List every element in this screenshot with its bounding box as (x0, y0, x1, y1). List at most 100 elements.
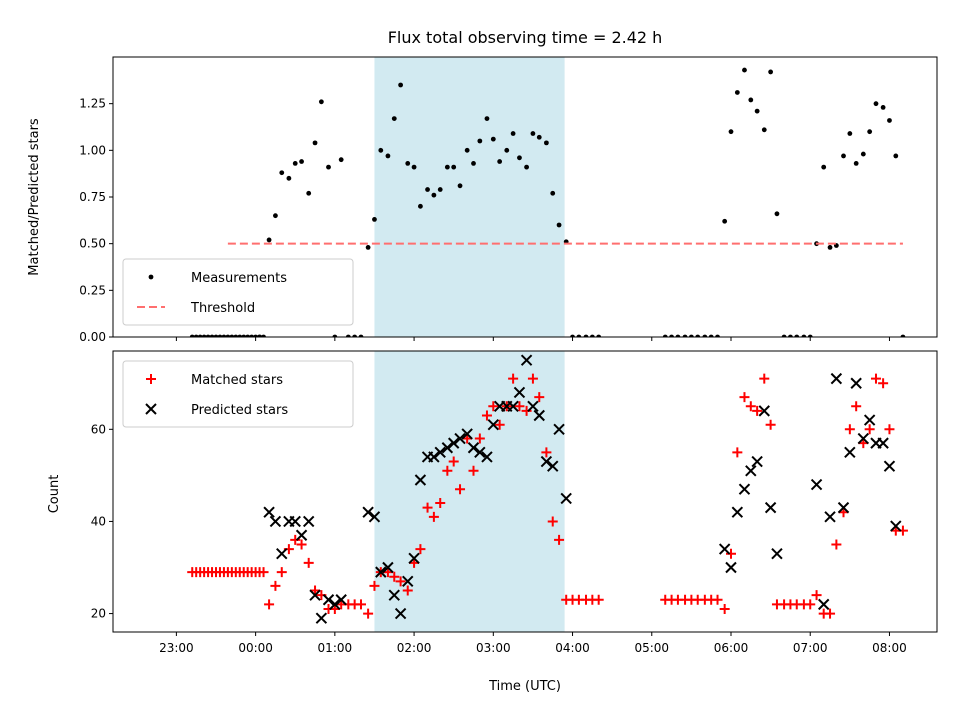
data-point (385, 153, 391, 159)
shaded-interval (374, 351, 565, 632)
data-point (708, 334, 714, 337)
shaded-interval (374, 57, 565, 337)
data-point (725, 561, 737, 574)
data-point (218, 567, 229, 578)
data-point (394, 607, 407, 620)
data-point (817, 598, 830, 611)
data-point (851, 401, 862, 412)
data-point (554, 534, 565, 545)
data-point (593, 594, 604, 605)
data-point (524, 164, 529, 170)
x-tick-label: 08:00 (872, 641, 907, 655)
data-point (237, 334, 243, 337)
data-point (487, 418, 500, 431)
data-point (731, 506, 744, 518)
data-point (576, 334, 582, 337)
data-point (422, 502, 433, 513)
data-point (878, 378, 889, 389)
data-point (827, 245, 833, 250)
data-point (508, 373, 519, 384)
data-point (860, 151, 866, 157)
data-point (264, 599, 275, 610)
data-point (527, 400, 539, 412)
data-point (547, 460, 559, 472)
data-point (805, 599, 816, 610)
data-point (322, 594, 335, 606)
legend-label: Measurements (191, 271, 287, 286)
data-point (726, 548, 736, 559)
y-tick-label: 0.50 (79, 237, 106, 251)
y-tick-label: 60 (91, 422, 106, 436)
x-tick-label: 05:00 (634, 641, 669, 655)
data-point (481, 451, 493, 463)
legend-marker (148, 274, 154, 280)
data-point (801, 334, 807, 337)
data-point (517, 155, 522, 161)
data-point (273, 213, 278, 219)
data-point (553, 423, 565, 436)
data-point (329, 598, 341, 611)
data-point (560, 492, 572, 505)
data-point (807, 334, 813, 337)
data-point (217, 334, 223, 337)
data-point (464, 147, 470, 153)
data-point (781, 334, 787, 337)
y-tick-label: 0.75 (79, 190, 106, 204)
data-point (844, 424, 855, 435)
data-point (507, 400, 519, 412)
data-point (853, 161, 859, 166)
data-point (352, 334, 358, 337)
data-point (758, 405, 770, 417)
axes-frame (112, 350, 938, 633)
data-point (414, 474, 427, 486)
data-point (873, 101, 879, 107)
data-point (435, 498, 446, 509)
series-matched-stars (187, 373, 908, 619)
data-point (841, 153, 846, 159)
data-point (411, 164, 417, 170)
data-point (877, 437, 889, 449)
data-point (302, 515, 315, 528)
data-point (457, 183, 463, 189)
data-point (213, 334, 219, 337)
data-point (734, 90, 740, 95)
data-point (669, 334, 674, 337)
data-point (739, 392, 750, 403)
data-point (388, 589, 400, 601)
data-point (794, 334, 800, 337)
data-point (382, 561, 394, 574)
data-point (395, 576, 406, 587)
legend-marker (145, 403, 157, 415)
data-point (332, 334, 338, 337)
data-point (189, 334, 195, 337)
legend-label: Threshold (190, 301, 255, 316)
data-point (474, 433, 485, 444)
data-point (870, 373, 881, 384)
data-point (893, 153, 899, 159)
data-point (494, 419, 505, 430)
data-point (241, 334, 247, 337)
data-point (454, 432, 466, 445)
data-point (309, 589, 321, 601)
data-point (362, 506, 374, 518)
data-point (752, 405, 763, 416)
data-point (536, 134, 542, 140)
data-point (428, 511, 439, 522)
data-point (391, 116, 397, 121)
data-point (890, 520, 902, 532)
data-point (745, 465, 757, 477)
data-point (444, 164, 450, 170)
data-point (830, 372, 843, 385)
y-tick-label: 1.00 (79, 143, 106, 157)
data-point (837, 501, 850, 514)
data-point (718, 543, 731, 555)
data-point (461, 428, 473, 440)
x-tick-label: 06:00 (714, 641, 749, 655)
data-point (221, 334, 227, 337)
data-point (375, 566, 387, 578)
data-point (408, 552, 420, 565)
data-point (887, 118, 892, 123)
data-point (543, 140, 549, 146)
data-point (434, 446, 446, 459)
data-point (233, 334, 239, 337)
